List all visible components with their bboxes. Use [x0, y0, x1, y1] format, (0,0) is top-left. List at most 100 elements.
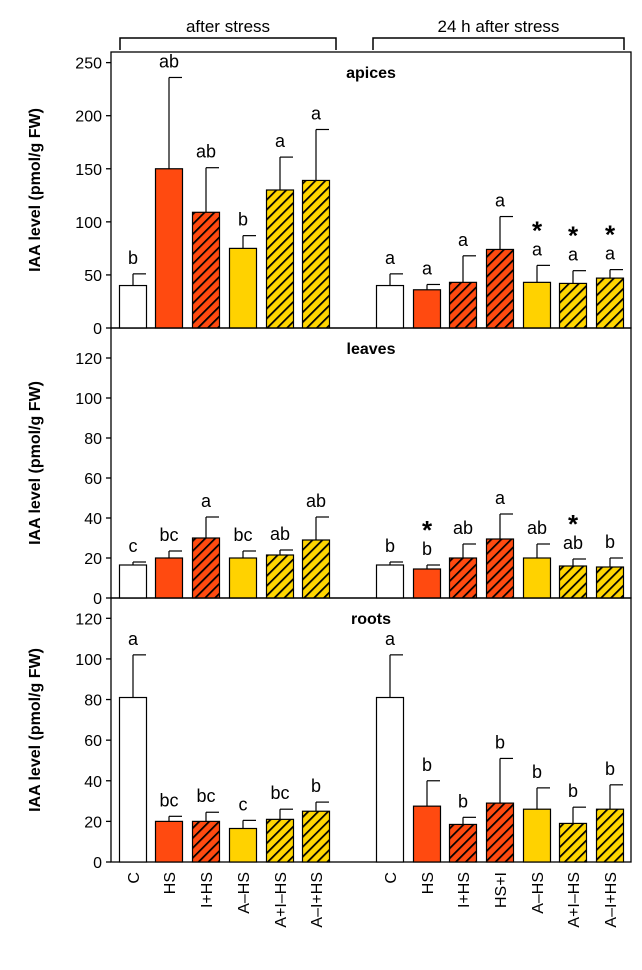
- significance-letter: b: [385, 536, 395, 556]
- significance-letter: b: [568, 781, 578, 801]
- significance-letter: a: [128, 629, 139, 649]
- y-tick-label: 50: [84, 268, 102, 285]
- bar-apices-after_24h-4: [522, 281, 552, 329]
- significance-letter: b: [605, 759, 615, 779]
- bar-apices-after_24h-1: [412, 289, 442, 329]
- bar-apices-after_24h-3: [485, 248, 515, 329]
- significance-letter: c: [129, 536, 138, 556]
- y-tick-label: 120: [75, 351, 102, 368]
- x-category-label: A+I–HS: [566, 872, 583, 928]
- panel-title-leaves: leaves: [347, 341, 396, 358]
- y-tick-label: 80: [84, 431, 102, 448]
- bar-leaves-after_24h-0: [375, 564, 405, 599]
- y-axis-label: IAA level (pmol/g FW): [27, 648, 44, 812]
- x-category-label: A–I+HS: [309, 872, 326, 928]
- y-tick-label: 120: [75, 611, 102, 628]
- bar-apices-after_stress-5: [301, 179, 331, 329]
- x-category-label: HS: [162, 872, 179, 894]
- bar-roots-after_24h-4: [522, 808, 552, 863]
- significance-letter: b: [311, 776, 321, 796]
- y-tick-label: 0: [93, 855, 102, 872]
- bar-apices-after_stress-3: [228, 247, 258, 329]
- significance-letter: b: [422, 539, 432, 559]
- bar-leaves-after_24h-6: [595, 566, 625, 599]
- bar-roots-after_24h-6: [595, 808, 625, 863]
- x-category-label: HS+I: [493, 872, 510, 908]
- y-tick-label: 150: [75, 162, 102, 179]
- bar-roots-after_stress-2: [191, 820, 221, 863]
- y-axis-label: IAA level (pmol/g FW): [27, 108, 44, 272]
- significance-letter: a: [311, 103, 322, 123]
- x-category-label: A–I+HS: [603, 872, 620, 928]
- significance-letter: bc: [159, 525, 178, 545]
- y-tick-label: 40: [84, 511, 102, 528]
- significance-letter: ab: [270, 524, 290, 544]
- x-category-label: HS: [420, 872, 437, 894]
- y-tick-label: 60: [84, 471, 102, 488]
- significance-letter: ab: [563, 533, 583, 553]
- bar-apices-after_24h-0: [375, 284, 405, 329]
- y-tick-label: 60: [84, 733, 102, 750]
- bar-leaves-after_24h-2: [448, 557, 478, 599]
- significance-letter: bc: [196, 786, 215, 806]
- significance-letter: a: [458, 230, 469, 250]
- x-category-label: A–HS: [236, 872, 253, 914]
- x-category-label: I+HS: [456, 872, 473, 908]
- y-tick-label: 80: [84, 693, 102, 710]
- significance-star: *: [568, 509, 579, 539]
- significance-letter: b: [422, 755, 432, 775]
- bar-roots-after_stress-3: [228, 827, 258, 863]
- significance-letter: a: [422, 258, 433, 278]
- bar-roots-after_24h-2: [448, 823, 478, 863]
- significance-letter: a: [495, 488, 506, 508]
- group-label-after-stress: after stress: [186, 17, 270, 36]
- significance-letter: ab: [527, 518, 547, 538]
- bar-apices-after_stress-1: [154, 168, 184, 329]
- bar-roots-after_24h-1: [412, 805, 442, 863]
- significance-letter: c: [239, 794, 248, 814]
- panel-frame-leaves: [110, 327, 632, 599]
- y-tick-label: 100: [75, 215, 102, 232]
- significance-letter: b: [128, 248, 138, 268]
- significance-letter: bc: [159, 790, 178, 810]
- y-tick-label: 100: [75, 652, 102, 669]
- significance-letter: a: [201, 491, 212, 511]
- significance-letter: ab: [196, 142, 216, 162]
- significance-letter: bc: [270, 783, 289, 803]
- bar-roots-after_24h-0: [375, 696, 405, 863]
- panel-frame-apices: [110, 51, 632, 329]
- x-category-label: C: [126, 872, 143, 884]
- group-bracket: [372, 37, 625, 50]
- bar-leaves-after_24h-4: [522, 557, 552, 599]
- significance-star: *: [422, 515, 433, 545]
- significance-letter: b: [458, 791, 468, 811]
- x-category-label: A+I–HS: [273, 872, 290, 928]
- y-tick-label: 100: [75, 391, 102, 408]
- significance-letter: a: [568, 245, 579, 265]
- panel-frame-roots: [110, 597, 632, 863]
- y-tick-label: 40: [84, 774, 102, 791]
- bar-apices-after_stress-2: [191, 211, 221, 329]
- bar-roots-after_24h-5: [558, 822, 588, 863]
- bar-leaves-after_stress-2: [191, 537, 221, 599]
- bar-roots-after_24h-3: [485, 802, 515, 863]
- y-axis-label: IAA level (pmol/g FW): [27, 381, 44, 545]
- bar-leaves-after_24h-5: [558, 565, 588, 599]
- bar-leaves-after_stress-5: [301, 539, 331, 599]
- bar-roots-after_stress-0: [118, 696, 148, 863]
- panel-title-apices: apices: [346, 65, 396, 82]
- significance-letter: bc: [233, 525, 252, 545]
- bar-leaves-after_24h-1: [412, 568, 442, 599]
- significance-letter: a: [532, 239, 543, 259]
- bar-apices-after_stress-4: [265, 189, 295, 329]
- panel-title-roots: roots: [351, 611, 391, 628]
- significance-letter: a: [605, 244, 616, 264]
- significance-star: *: [605, 220, 616, 250]
- bar-roots-after_stress-5: [301, 810, 331, 863]
- significance-letter: b: [532, 762, 542, 782]
- bar-roots-after_stress-1: [154, 820, 184, 863]
- significance-letter: b: [238, 210, 248, 230]
- y-tick-label: 0: [93, 321, 102, 338]
